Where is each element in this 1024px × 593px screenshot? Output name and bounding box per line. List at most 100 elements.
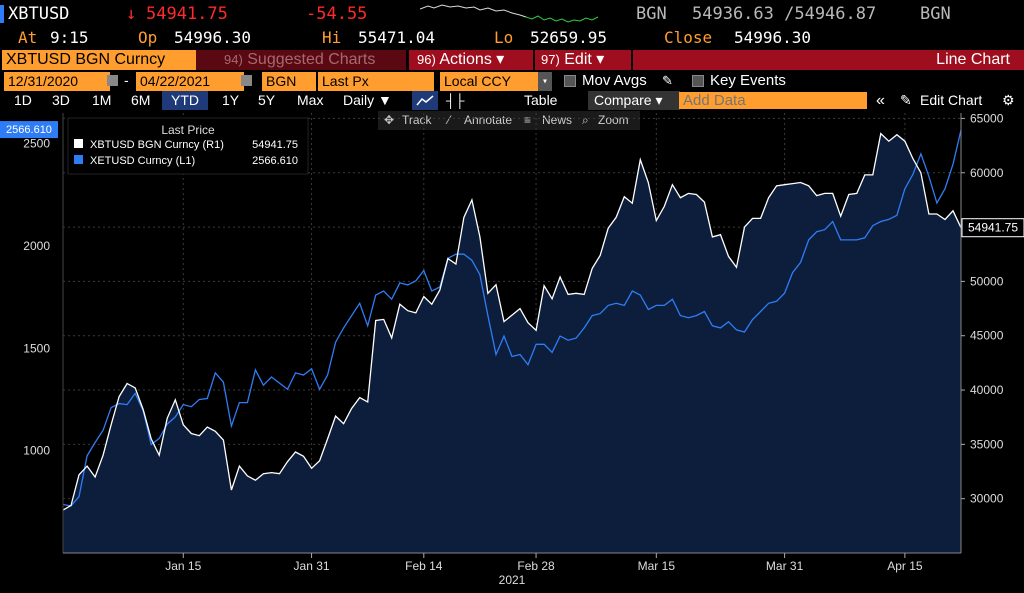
currency-dropdown-icon[interactable]: ▾: [538, 72, 552, 91]
high-label: Hi: [322, 28, 342, 47]
xbtusd-line: [62, 132, 962, 511]
chart-settings-bar: 12/31/2020 - 04/22/2021 BGN Last Px Loca…: [0, 71, 1024, 91]
ticker-symbol[interactable]: XBTUSD: [8, 4, 70, 24]
key-events-checkbox[interactable]: [692, 75, 704, 87]
x-axis: Jan 15 Jan 31 Feb 14 Feb 28 Mar 15 Mar 31 Apr …: [165, 553, 923, 573]
bar-chart-icon[interactable]: ┤├: [446, 93, 465, 108]
view-title-bar: Line Chart: [633, 50, 1024, 70]
xetusd-last-tag: 2566.610: [0, 121, 58, 139]
open-value: 54996.30: [174, 28, 252, 47]
ticker-block[interactable]: XBTUSD: [0, 0, 120, 28]
legend-value-xbtusd: 54941.75: [252, 139, 298, 151]
right-tick-label: 60000: [970, 166, 1004, 180]
collapse-icon[interactable]: «: [876, 92, 885, 109]
add-data-input[interactable]: [679, 92, 867, 109]
x-tick-label: Feb 28: [517, 559, 555, 573]
xetusd-last-value: 2566.610: [6, 124, 52, 136]
high-value: 55471.04: [358, 28, 436, 47]
close-value: 54996.30: [734, 28, 812, 47]
line-chart-glyph: [416, 95, 434, 106]
at-value: 9:15: [50, 28, 89, 47]
x-tick-label: Jan 15: [165, 559, 201, 573]
period-bar: 1D 3D 1M 6M YTD 1Y 5Y Max Daily ▼ ┤├ Tab…: [0, 91, 1024, 110]
mov-avgs-label[interactable]: Mov Avgs: [582, 72, 647, 89]
period-1y[interactable]: 1Y: [222, 92, 240, 108]
period-1m[interactable]: 1M: [92, 92, 112, 108]
price-chart[interactable]: 3000035000400004500050000550006000065000…: [0, 110, 1024, 593]
x-tick-label: Feb 14: [405, 559, 443, 573]
end-calendar-icon[interactable]: [241, 75, 252, 86]
xetusd-line: [62, 129, 962, 507]
gear-icon[interactable]: ⚙: [1002, 92, 1015, 108]
zoom-button[interactable]: Zoom: [598, 113, 629, 127]
mov-avgs-checkbox[interactable]: [564, 75, 576, 87]
edit-chart-button[interactable]: ✎ Edit Chart: [896, 91, 996, 110]
xbtusd-area: [63, 133, 961, 553]
news-icon[interactable]: ≡: [524, 113, 532, 127]
period-5y[interactable]: 5Y: [258, 92, 276, 108]
date-range-dash: -: [124, 72, 129, 88]
intraday-sparkline: [420, 4, 599, 23]
right-axis: 3000035000400004500050000550006000065000: [961, 111, 1004, 506]
chart-legend: Last Price XBTUSD BGN Curncy (R1) 54941.…: [67, 117, 309, 175]
pricing-source-field[interactable]: BGN: [262, 72, 316, 91]
net-change: -54.55: [306, 4, 368, 24]
ticker-marker: [0, 5, 4, 23]
right-tick-label: 40000: [970, 383, 1004, 397]
close-label: Close: [664, 28, 713, 47]
period-ytd[interactable]: YTD: [162, 91, 208, 110]
field-selector[interactable]: Last Px: [318, 72, 434, 91]
suggested-number: 94): [224, 52, 243, 67]
x-tick-label: Apr 15: [887, 559, 923, 573]
low-value: 52659.95: [530, 28, 608, 47]
x-tick-label: Jan 31: [294, 559, 330, 573]
right-tick-label: 50000: [970, 274, 1004, 288]
legend-name-xbtusd: XBTUSD BGN Curncy (R1): [90, 139, 224, 151]
period-3d[interactable]: 3D: [52, 92, 70, 108]
period-max[interactable]: Max: [297, 92, 324, 108]
start-date-field[interactable]: 12/31/2020: [4, 72, 110, 91]
news-button[interactable]: News: [542, 113, 573, 127]
legend-swatch-xbtusd: [74, 139, 83, 148]
view-title: Line Chart: [936, 51, 1010, 68]
period-6m[interactable]: 6M: [131, 92, 151, 108]
zoom-icon[interactable]: ⌕: [582, 113, 589, 127]
pencil-icon[interactable]: ✎: [662, 73, 673, 88]
annotate-icon[interactable]: ⁄: [448, 113, 451, 127]
edit-button[interactable]: 97) Edit ▾: [535, 50, 631, 70]
bid-ask: 54936.63 /54946.87: [692, 4, 877, 24]
period-1d[interactable]: 1D: [14, 92, 32, 108]
left-tick-label: 2500: [23, 137, 50, 151]
left-tick-label: 1500: [23, 341, 50, 355]
legend-value-xetusd: 2566.610: [252, 155, 298, 167]
pencil-icon: ✎: [900, 92, 912, 108]
command-bar: XBTUSD BGN Curncy 94) Suggested Charts 9…: [0, 50, 1024, 70]
currency-selector[interactable]: Local CCY: [440, 72, 544, 91]
x-tick-label: Mar 15: [638, 559, 676, 573]
compare-button[interactable]: Compare ▾: [588, 91, 680, 110]
edit-number: 97): [541, 52, 560, 67]
end-date-field[interactable]: 04/22/2021: [136, 72, 244, 91]
start-calendar-icon[interactable]: [107, 75, 118, 86]
annotate-button[interactable]: Annotate: [464, 113, 513, 127]
track-icon[interactable]: ✥: [384, 113, 395, 127]
quote-stats: At 9:15 Op 54996.30 Hi 55471.04 Lo 52659…: [0, 28, 1024, 48]
last-price: 54941.75: [146, 4, 228, 24]
suggested-charts-button[interactable]: 94) Suggested Charts: [196, 50, 406, 70]
actions-button[interactable]: 96) Actions ▾: [409, 50, 533, 70]
right-tick-label: 45000: [970, 329, 1004, 343]
right-tick-label: 65000: [970, 111, 1004, 125]
key-events-label[interactable]: Key Events: [710, 72, 786, 89]
left-tick-label: 1000: [23, 444, 50, 458]
line-chart-icon[interactable]: [412, 91, 438, 110]
frequency-selector[interactable]: Daily ▼: [343, 92, 392, 108]
down-arrow-icon: ↓: [126, 4, 137, 24]
actions-number: 96): [417, 52, 436, 67]
quote-source-2: BGN: [920, 4, 951, 24]
edit-chart-label: Edit Chart: [920, 92, 983, 108]
left-axis: 1000 1500 2000 2500: [23, 137, 50, 458]
actions-label: Actions ▾: [439, 51, 505, 68]
xbtusd-last-tag: 54941.75: [961, 218, 1024, 238]
table-button[interactable]: Table: [524, 92, 558, 108]
security-field[interactable]: XBTUSD BGN Curncy: [2, 50, 202, 70]
